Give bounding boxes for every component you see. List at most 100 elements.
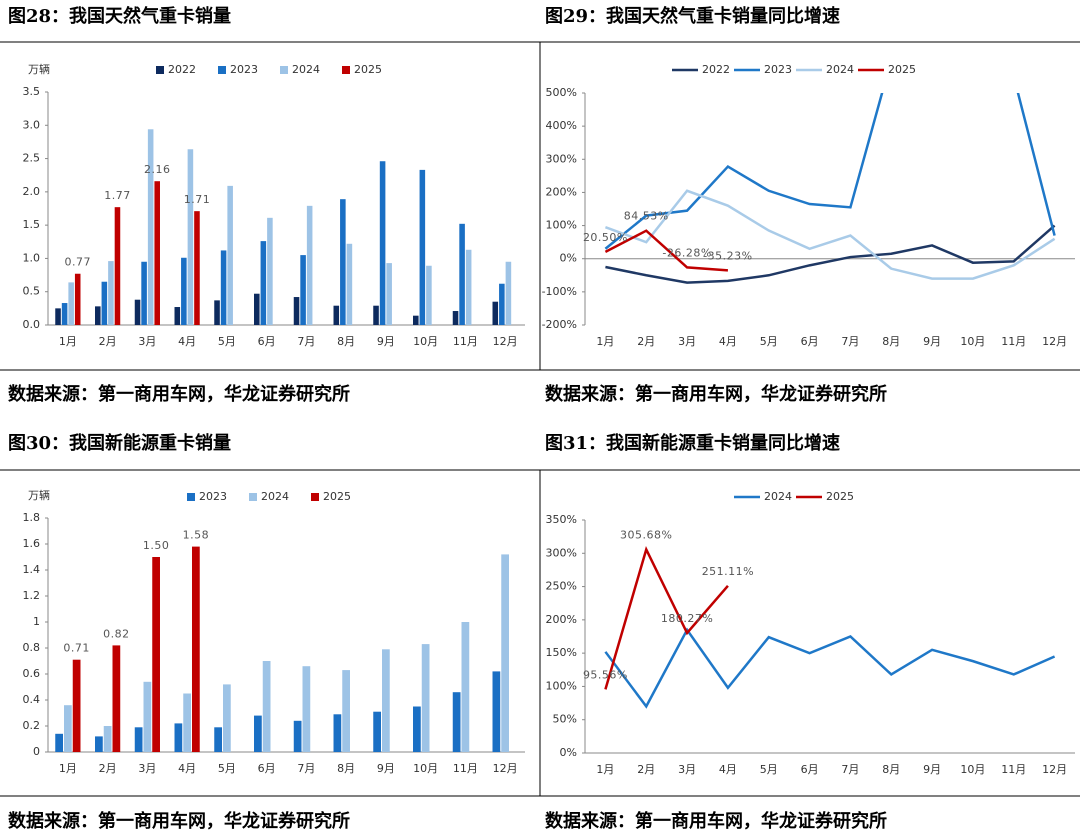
y-tick-label: 350% xyxy=(546,513,577,526)
data-label: -35.23% xyxy=(703,249,752,262)
y-tick-label: 200% xyxy=(546,613,577,626)
x-tick-label: 6月 xyxy=(258,762,276,775)
legend-swatch xyxy=(156,66,164,74)
data-label: 305.68% xyxy=(620,529,672,542)
bar xyxy=(333,305,340,325)
x-tick-label: 7月 xyxy=(841,763,859,776)
y-tick-label: 100% xyxy=(546,679,577,692)
bar xyxy=(426,265,432,325)
bar xyxy=(465,249,472,325)
bar xyxy=(214,300,220,325)
y-tick-label: 0% xyxy=(560,746,577,759)
data-label: 95.56% xyxy=(583,668,628,681)
source: 数据来源：第一商用车网，华龙证券研究所 xyxy=(8,383,350,405)
bar xyxy=(413,706,421,752)
line xyxy=(604,627,1056,709)
bar xyxy=(112,645,121,752)
legend-swatch xyxy=(218,66,226,74)
y-tick-label: 1.2 xyxy=(23,589,41,602)
x-tick-label: 11月 xyxy=(1001,335,1026,348)
legend-label: 2022 xyxy=(168,63,196,76)
bar xyxy=(183,693,191,752)
legend-label: 2025 xyxy=(354,63,382,76)
line xyxy=(604,229,729,272)
x-tick-label: 5月 xyxy=(760,763,778,776)
bar xyxy=(95,306,101,325)
x-tick-label: 12月 xyxy=(493,762,518,775)
bar xyxy=(191,546,200,752)
bar xyxy=(108,261,114,325)
x-tick-label: 1月 xyxy=(59,762,77,775)
x-tick-label: 11月 xyxy=(453,762,478,775)
legend-swatch xyxy=(187,493,195,501)
bar xyxy=(379,161,386,325)
x-tick-label: 7月 xyxy=(841,335,859,348)
data-label: 1.77 xyxy=(104,189,131,202)
bar xyxy=(461,622,470,752)
data-label: 1.71 xyxy=(184,193,211,206)
bar xyxy=(333,714,342,752)
y-tick-label: 1.6 xyxy=(23,537,41,550)
bar xyxy=(61,303,68,325)
bar xyxy=(103,726,112,752)
x-tick-label: 5月 xyxy=(218,762,236,775)
y-tick-label: 300% xyxy=(546,152,577,165)
y-tick-label: 0.5 xyxy=(23,285,41,298)
bar xyxy=(262,661,271,752)
data-label: 84.53% xyxy=(624,210,669,223)
bar xyxy=(340,199,346,325)
x-tick-label: 1月 xyxy=(596,335,614,348)
y-tick-label: -100% xyxy=(542,285,577,298)
x-tick-label: 8月 xyxy=(882,763,900,776)
legend-label: 2024 xyxy=(261,490,289,503)
legend-label: 2023 xyxy=(764,63,792,76)
bar xyxy=(147,129,154,325)
bar xyxy=(134,727,143,752)
y-tick-label: 0.4 xyxy=(23,693,41,706)
y-tick-label: 3.0 xyxy=(23,118,41,131)
bar xyxy=(227,185,233,325)
y-tick-label: 0% xyxy=(560,252,577,265)
y-tick-label: 50% xyxy=(553,713,577,726)
y-tick-label: 1.0 xyxy=(23,251,41,264)
data-label: 0.82 xyxy=(103,627,130,640)
y-tick-label: 150% xyxy=(546,646,577,659)
legend-label: 2024 xyxy=(826,63,854,76)
x-tick-label: 4月 xyxy=(719,763,737,776)
y-tick-label: 200% xyxy=(546,185,577,198)
legend-label: 2024 xyxy=(292,63,320,76)
figure-title: 图30：我国新能源重卡销量 xyxy=(8,432,231,454)
x-tick-label: 3月 xyxy=(138,762,156,775)
bar xyxy=(373,711,382,752)
bar xyxy=(499,283,505,325)
data-label: 1.50 xyxy=(143,539,170,552)
bar xyxy=(95,736,103,752)
y-tick-label: 0.0 xyxy=(23,318,41,331)
x-tick-label: 7月 xyxy=(297,335,315,348)
bar xyxy=(55,308,61,325)
x-tick-label: 1月 xyxy=(59,335,77,348)
bar xyxy=(293,720,302,752)
x-tick-label: 2月 xyxy=(637,763,655,776)
bar xyxy=(101,281,108,325)
legend-swatch xyxy=(342,66,350,74)
x-tick-label: 2月 xyxy=(99,762,117,775)
y-tick-label: 1.8 xyxy=(23,511,41,524)
x-tick-label: 2月 xyxy=(637,335,655,348)
bar xyxy=(306,205,313,325)
legend-label: 2025 xyxy=(826,490,854,503)
y-tick-label: 2.5 xyxy=(23,152,41,165)
line xyxy=(604,93,1056,250)
y-tick-label: 0.8 xyxy=(23,641,41,654)
bar xyxy=(114,207,121,325)
legend-label: 2023 xyxy=(199,490,227,503)
legend-label: 2022 xyxy=(702,63,730,76)
bar xyxy=(386,263,392,325)
y-axis-label: 万辆 xyxy=(28,62,50,76)
bar xyxy=(413,315,419,325)
bar xyxy=(181,257,187,325)
x-tick-label: 3月 xyxy=(138,335,156,348)
x-tick-label: 8月 xyxy=(882,335,900,348)
bar xyxy=(492,301,499,325)
bar xyxy=(64,705,72,752)
